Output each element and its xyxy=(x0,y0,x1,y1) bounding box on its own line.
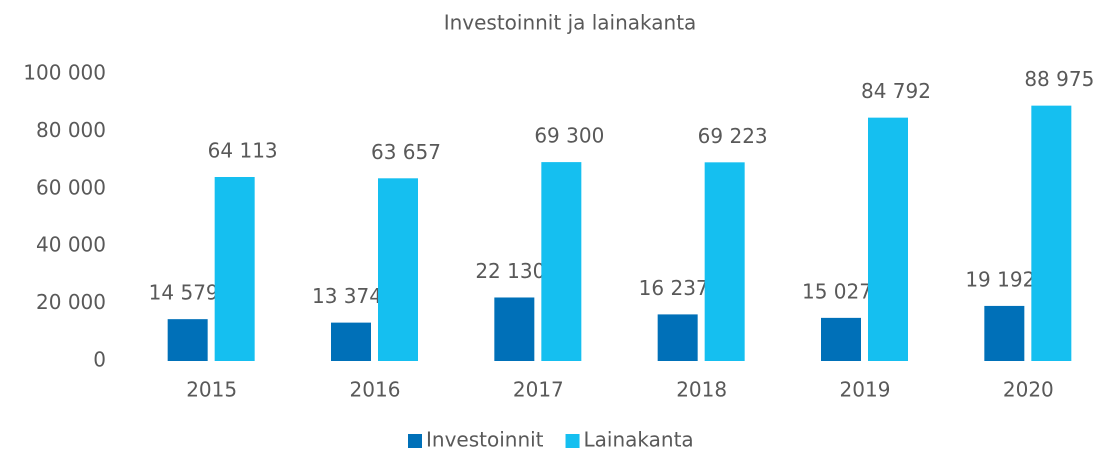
bar xyxy=(657,314,698,361)
y-tick-label: 100 000 xyxy=(23,61,106,85)
bar xyxy=(541,162,582,361)
y-tick-label: 60 000 xyxy=(36,175,106,199)
data-label: 13 374 xyxy=(312,284,382,308)
bar xyxy=(167,319,208,361)
x-tick-label: 2019 xyxy=(840,378,891,402)
bar xyxy=(821,317,861,361)
data-label: 69 223 xyxy=(698,124,768,148)
chart-title: Investoinnit ja lainakanta xyxy=(444,11,697,35)
data-label: 64 113 xyxy=(208,138,278,162)
data-label: 63 657 xyxy=(371,140,441,164)
x-tick-label: 2018 xyxy=(676,378,727,402)
y-tick-label: 20 000 xyxy=(36,290,106,314)
x-tick-label: 2016 xyxy=(350,378,401,402)
bar xyxy=(494,297,535,361)
bar xyxy=(378,178,418,361)
y-tick-label: 80 000 xyxy=(36,118,106,142)
legend-swatch xyxy=(408,434,422,448)
y-tick-label: 0 xyxy=(93,348,106,372)
data-label: 88 975 xyxy=(1024,67,1094,91)
x-tick-label: 2020 xyxy=(1003,378,1054,402)
bar xyxy=(1031,105,1072,361)
data-label: 69 300 xyxy=(534,124,604,148)
data-label: 15 027 xyxy=(802,279,872,303)
x-tick-label: 2017 xyxy=(513,378,564,402)
bar xyxy=(331,322,371,361)
data-label: 16 237 xyxy=(639,276,709,300)
x-tick-label: 2015 xyxy=(186,378,237,402)
bar xyxy=(984,305,1025,361)
data-label: 22 130 xyxy=(475,259,545,283)
legend-label: Investoinnit xyxy=(426,428,544,452)
data-label: 84 792 xyxy=(861,79,931,103)
bar xyxy=(214,176,255,361)
bar xyxy=(868,117,908,361)
legend-swatch xyxy=(565,434,580,448)
y-tick-label: 40 000 xyxy=(36,233,106,257)
bar xyxy=(704,162,745,361)
legend-label: Lainakanta xyxy=(584,428,694,452)
data-label: 19 192 xyxy=(965,267,1035,291)
data-label: 14 579 xyxy=(149,281,219,305)
